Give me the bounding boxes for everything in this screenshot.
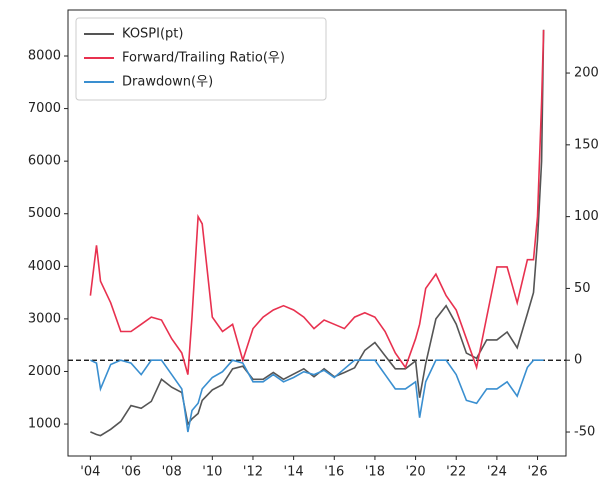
y2-tick-label: 50: [574, 281, 591, 296]
legend: KOSPI(pt) Forward/Trailing Ratio(우) Drawdo…: [75, 17, 327, 101]
legend-box: [75, 17, 327, 101]
y-tick-label: 1000: [28, 417, 61, 432]
y-tick-label: 2000: [28, 364, 61, 379]
y-tick-label: 5000: [28, 206, 61, 221]
legend-label: KOSPI(pt): [122, 27, 183, 42]
y-tick-label: 4000: [28, 259, 61, 274]
x-tick-label: '18: [365, 465, 385, 480]
x-tick-label: '22: [446, 465, 466, 480]
x-tick-label: '06: [121, 465, 141, 480]
y2-tick-label: 150: [574, 137, 599, 152]
y-tick-label: 7000: [28, 101, 61, 116]
plot-frame: [67, 9, 567, 457]
legend-label: Drawdown(우): [122, 75, 213, 90]
x-tick-label: '04: [80, 465, 100, 480]
x-tick-label: '24: [487, 465, 507, 480]
y-tick-label: 8000: [28, 49, 61, 64]
x-tick-label: '16: [324, 465, 344, 480]
y-tick-label: 6000: [28, 154, 61, 169]
x-tick-label: '12: [243, 465, 263, 480]
y2-tick-label: 200: [574, 66, 599, 81]
y2-tick-label: 0: [574, 353, 582, 368]
x-tick-label: '08: [162, 465, 182, 480]
x-tick-label: '26: [527, 465, 547, 480]
series-line: [90, 359, 544, 433]
x-tick-label: '20: [406, 465, 426, 480]
x-tick-label: '10: [202, 465, 222, 480]
y2-tick-label: 100: [574, 209, 599, 224]
legend-label: Forward/Trailing Ratio(우): [122, 51, 285, 66]
y2-tick-label: -50: [574, 425, 595, 440]
x-tick-label: '14: [284, 465, 304, 480]
series-line: [89, 29, 545, 375]
y-tick-label: 3000: [28, 311, 61, 326]
